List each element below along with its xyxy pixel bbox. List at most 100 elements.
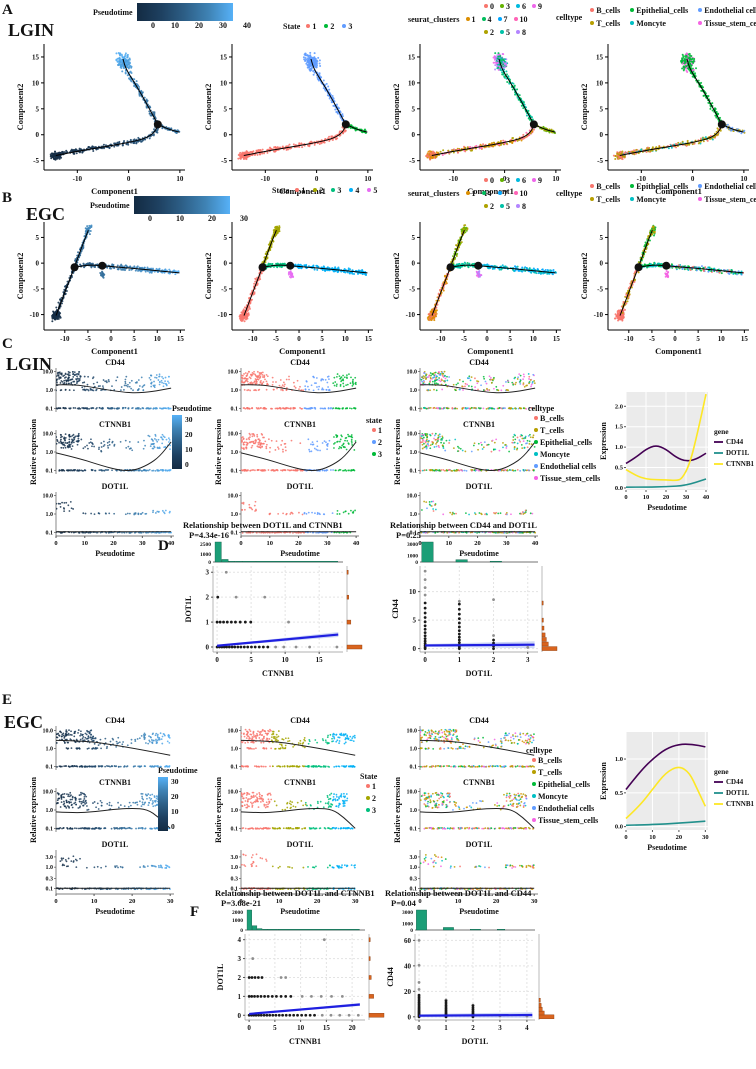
legend-title: Pseudotime — [172, 404, 212, 413]
legend-item: 0 — [478, 2, 494, 11]
svg-text:Component2: Component2 — [15, 253, 25, 300]
legend-item: 3 — [325, 186, 341, 195]
legend-title: seurat_clusters — [408, 189, 460, 198]
legend-item: Moncyte — [624, 19, 666, 28]
svg-text:5: 5 — [320, 335, 324, 343]
svg-text:1: 1 — [73, 265, 76, 271]
legend-item: Moncyte — [528, 449, 600, 461]
svg-text:10: 10 — [552, 175, 560, 183]
svg-text:15: 15 — [553, 335, 561, 343]
svg-text:5: 5 — [36, 234, 40, 242]
legend-item: 4 — [476, 15, 492, 24]
legend-title: state — [366, 416, 382, 425]
svg-text:1: 1 — [156, 122, 159, 128]
legend-item: T_cells — [584, 19, 620, 28]
legend-state-e: State 1 2 3 — [360, 772, 377, 817]
legend-title: Pseudotime — [158, 766, 198, 775]
svg-text:5: 5 — [600, 105, 604, 113]
svg-text:Component2: Component2 — [15, 84, 25, 131]
svg-text:-5: -5 — [33, 157, 39, 165]
svg-text:0: 0 — [36, 131, 40, 139]
legend-item: T_cells — [584, 195, 620, 204]
svg-text:-10: -10 — [637, 175, 647, 183]
legend-pseudotime-a: Pseudotime 0 10 20 30 40 — [93, 3, 251, 30]
trajectory-plot-lgin-seurat-clusters: -10 0 10 -5 0 5 10 15 Component1 Component2 1 — [390, 40, 566, 198]
svg-text:-5: -5 — [221, 285, 227, 293]
svg-text:10: 10 — [154, 335, 162, 343]
svg-text:Component1: Component1 — [279, 346, 326, 356]
legend-item: 6 — [510, 176, 526, 185]
relationship-plot-cd44-dot1l-lgin: Relationship between CD44 and DOT1L P=0.… — [390, 520, 560, 690]
svg-text:0: 0 — [297, 335, 301, 343]
svg-text:15: 15 — [741, 335, 749, 343]
legend-item: Tissue_stem_cells — [692, 195, 756, 204]
legend-title: Pseudotime — [90, 200, 130, 210]
svg-text:-5: -5 — [461, 335, 467, 343]
legend-item: 2 — [478, 202, 494, 211]
svg-text:-5: -5 — [409, 285, 415, 293]
colorbar-tick: 20 — [171, 792, 179, 801]
svg-text:-10: -10 — [261, 175, 271, 183]
colorbar-tick: 40 — [243, 21, 251, 30]
legend-item: 2 — [366, 437, 382, 449]
svg-text:-10: -10 — [406, 311, 416, 319]
svg-text:-10: -10 — [73, 175, 83, 183]
legend-item: 4 — [476, 189, 492, 198]
group-label-lgin-a: LGIN — [8, 20, 55, 40]
colorbar-tick: 30 — [171, 777, 179, 786]
colorbar-tick: 20 — [208, 214, 216, 223]
svg-text:10: 10 — [220, 79, 228, 87]
pseudotime-colorbar — [133, 196, 230, 214]
svg-text:15: 15 — [365, 335, 373, 343]
svg-text:5: 5 — [508, 335, 512, 343]
svg-text:-5: -5 — [273, 335, 279, 343]
svg-text:-10: -10 — [218, 311, 228, 319]
svg-text:0: 0 — [485, 335, 489, 343]
svg-text:-10: -10 — [60, 335, 70, 343]
svg-text:1: 1 — [449, 265, 452, 271]
svg-text:1: 1 — [344, 122, 347, 128]
legend-title: celltype — [556, 188, 583, 198]
colorbar-tick: 10 — [171, 807, 179, 816]
svg-text:-10: -10 — [436, 335, 446, 343]
trajectory-plot-lgin-state: -10 0 10 -5 0 5 10 15 Component1 Component2 1 — [202, 40, 378, 198]
expression-line-chart-lgin: 0 10 20 30 40 0.0 0.5 1.0 1.5 2.0 Pseudotime Expres… — [598, 386, 756, 518]
legend-pseudotime-c: Pseudotime 30 20 10 0 — [172, 404, 212, 469]
scatter-marginal-chart: 2000 1000 0 0 1 2 3 4 0 5 10 15 20 CTNNB1 DOT1L — [215, 908, 387, 1058]
trajectory-plot-egc-pseudotime: -10 -5 0 5 10 15 -10 -5 0 5 Component1 Component2 1 2 — [14, 218, 190, 358]
pseudotime-colorbar — [158, 777, 168, 831]
svg-text:2: 2 — [477, 264, 480, 270]
group-label-egc-b: EGC — [26, 204, 66, 224]
svg-text:Component1: Component1 — [279, 186, 326, 196]
svg-text:0: 0 — [412, 131, 416, 139]
colorbar-tick: 30 — [240, 214, 248, 223]
svg-text:1: 1 — [720, 122, 723, 128]
legend-title: celltype — [556, 12, 583, 22]
svg-text:-5: -5 — [33, 285, 39, 293]
legend-item: 5 — [494, 202, 510, 211]
svg-text:Component2: Component2 — [391, 84, 401, 131]
svg-text:-5: -5 — [221, 157, 227, 165]
svg-text:Component1: Component1 — [467, 186, 514, 196]
panel-label-e: E — [2, 692, 13, 708]
legend-title: celltype — [528, 404, 555, 413]
legend-item: Moncyte — [624, 195, 666, 204]
legend-item: 4 — [343, 186, 359, 195]
svg-text:Component2: Component2 — [579, 84, 589, 131]
svg-text:15: 15 — [220, 53, 228, 61]
svg-text:5: 5 — [412, 234, 416, 242]
svg-text:-10: -10 — [594, 311, 604, 319]
svg-text:5: 5 — [696, 335, 700, 343]
legend-item: 10 — [508, 189, 528, 198]
legend-item: 8 — [510, 202, 526, 211]
colorbar-tick: 10 — [171, 21, 179, 30]
legend-item: 9 — [526, 2, 542, 11]
svg-text:-5: -5 — [649, 335, 655, 343]
group-label-lgin-c: LGIN — [6, 354, 53, 374]
scatter-marginal-chart: 2500 1000 0 0 1 2 3 0 5 10 15 CTNNB1 DOT1L — [183, 540, 365, 690]
legend-item: 1 — [289, 186, 305, 195]
svg-text:0: 0 — [691, 175, 695, 183]
svg-text:0: 0 — [315, 175, 319, 183]
legend-celltype-e: celltype B_cells T_cells Epithelial_cells Mo… — [526, 746, 598, 827]
legend-item: 1 — [460, 189, 476, 198]
